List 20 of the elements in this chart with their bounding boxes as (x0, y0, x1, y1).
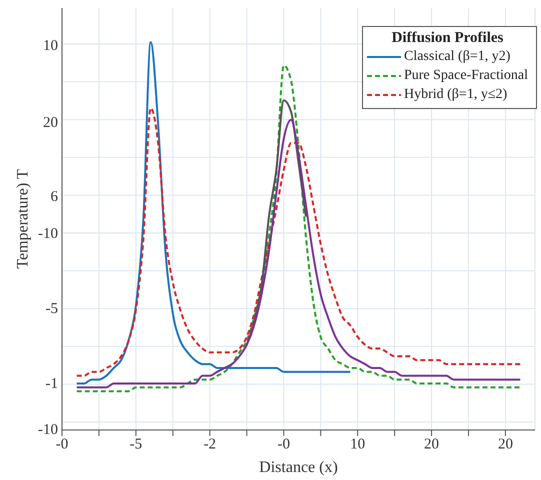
x-tick-label: -0 (56, 436, 68, 453)
y-axis-title: Temperature) T (14, 169, 32, 269)
text: 6 (50, 188, 58, 206)
x-tick-label: 10 (350, 436, 366, 453)
x-tick-label: -5 (130, 436, 142, 453)
text: -10 (38, 225, 58, 244)
legend-label: Hybrid (β=1, y≤2) (404, 86, 508, 104)
x-tick-label: 20 (424, 436, 440, 453)
x-tick-label: 20 (498, 436, 513, 453)
text: -5 (46, 300, 58, 318)
legend-title: Diffusion Profiles (390, 30, 504, 47)
text: 20 (43, 114, 58, 132)
x-axis-title: Distance (x) (259, 459, 338, 476)
x-tick-label: -0 (277, 436, 290, 453)
text: 10 (43, 37, 58, 56)
text: -1 (46, 375, 58, 394)
text: -10 (38, 421, 58, 438)
x-tick-label: -2 (204, 436, 216, 453)
legend-label: Pure Space-Fractional (404, 67, 528, 85)
legend-label: Classical (β=1, y2) (404, 48, 510, 66)
